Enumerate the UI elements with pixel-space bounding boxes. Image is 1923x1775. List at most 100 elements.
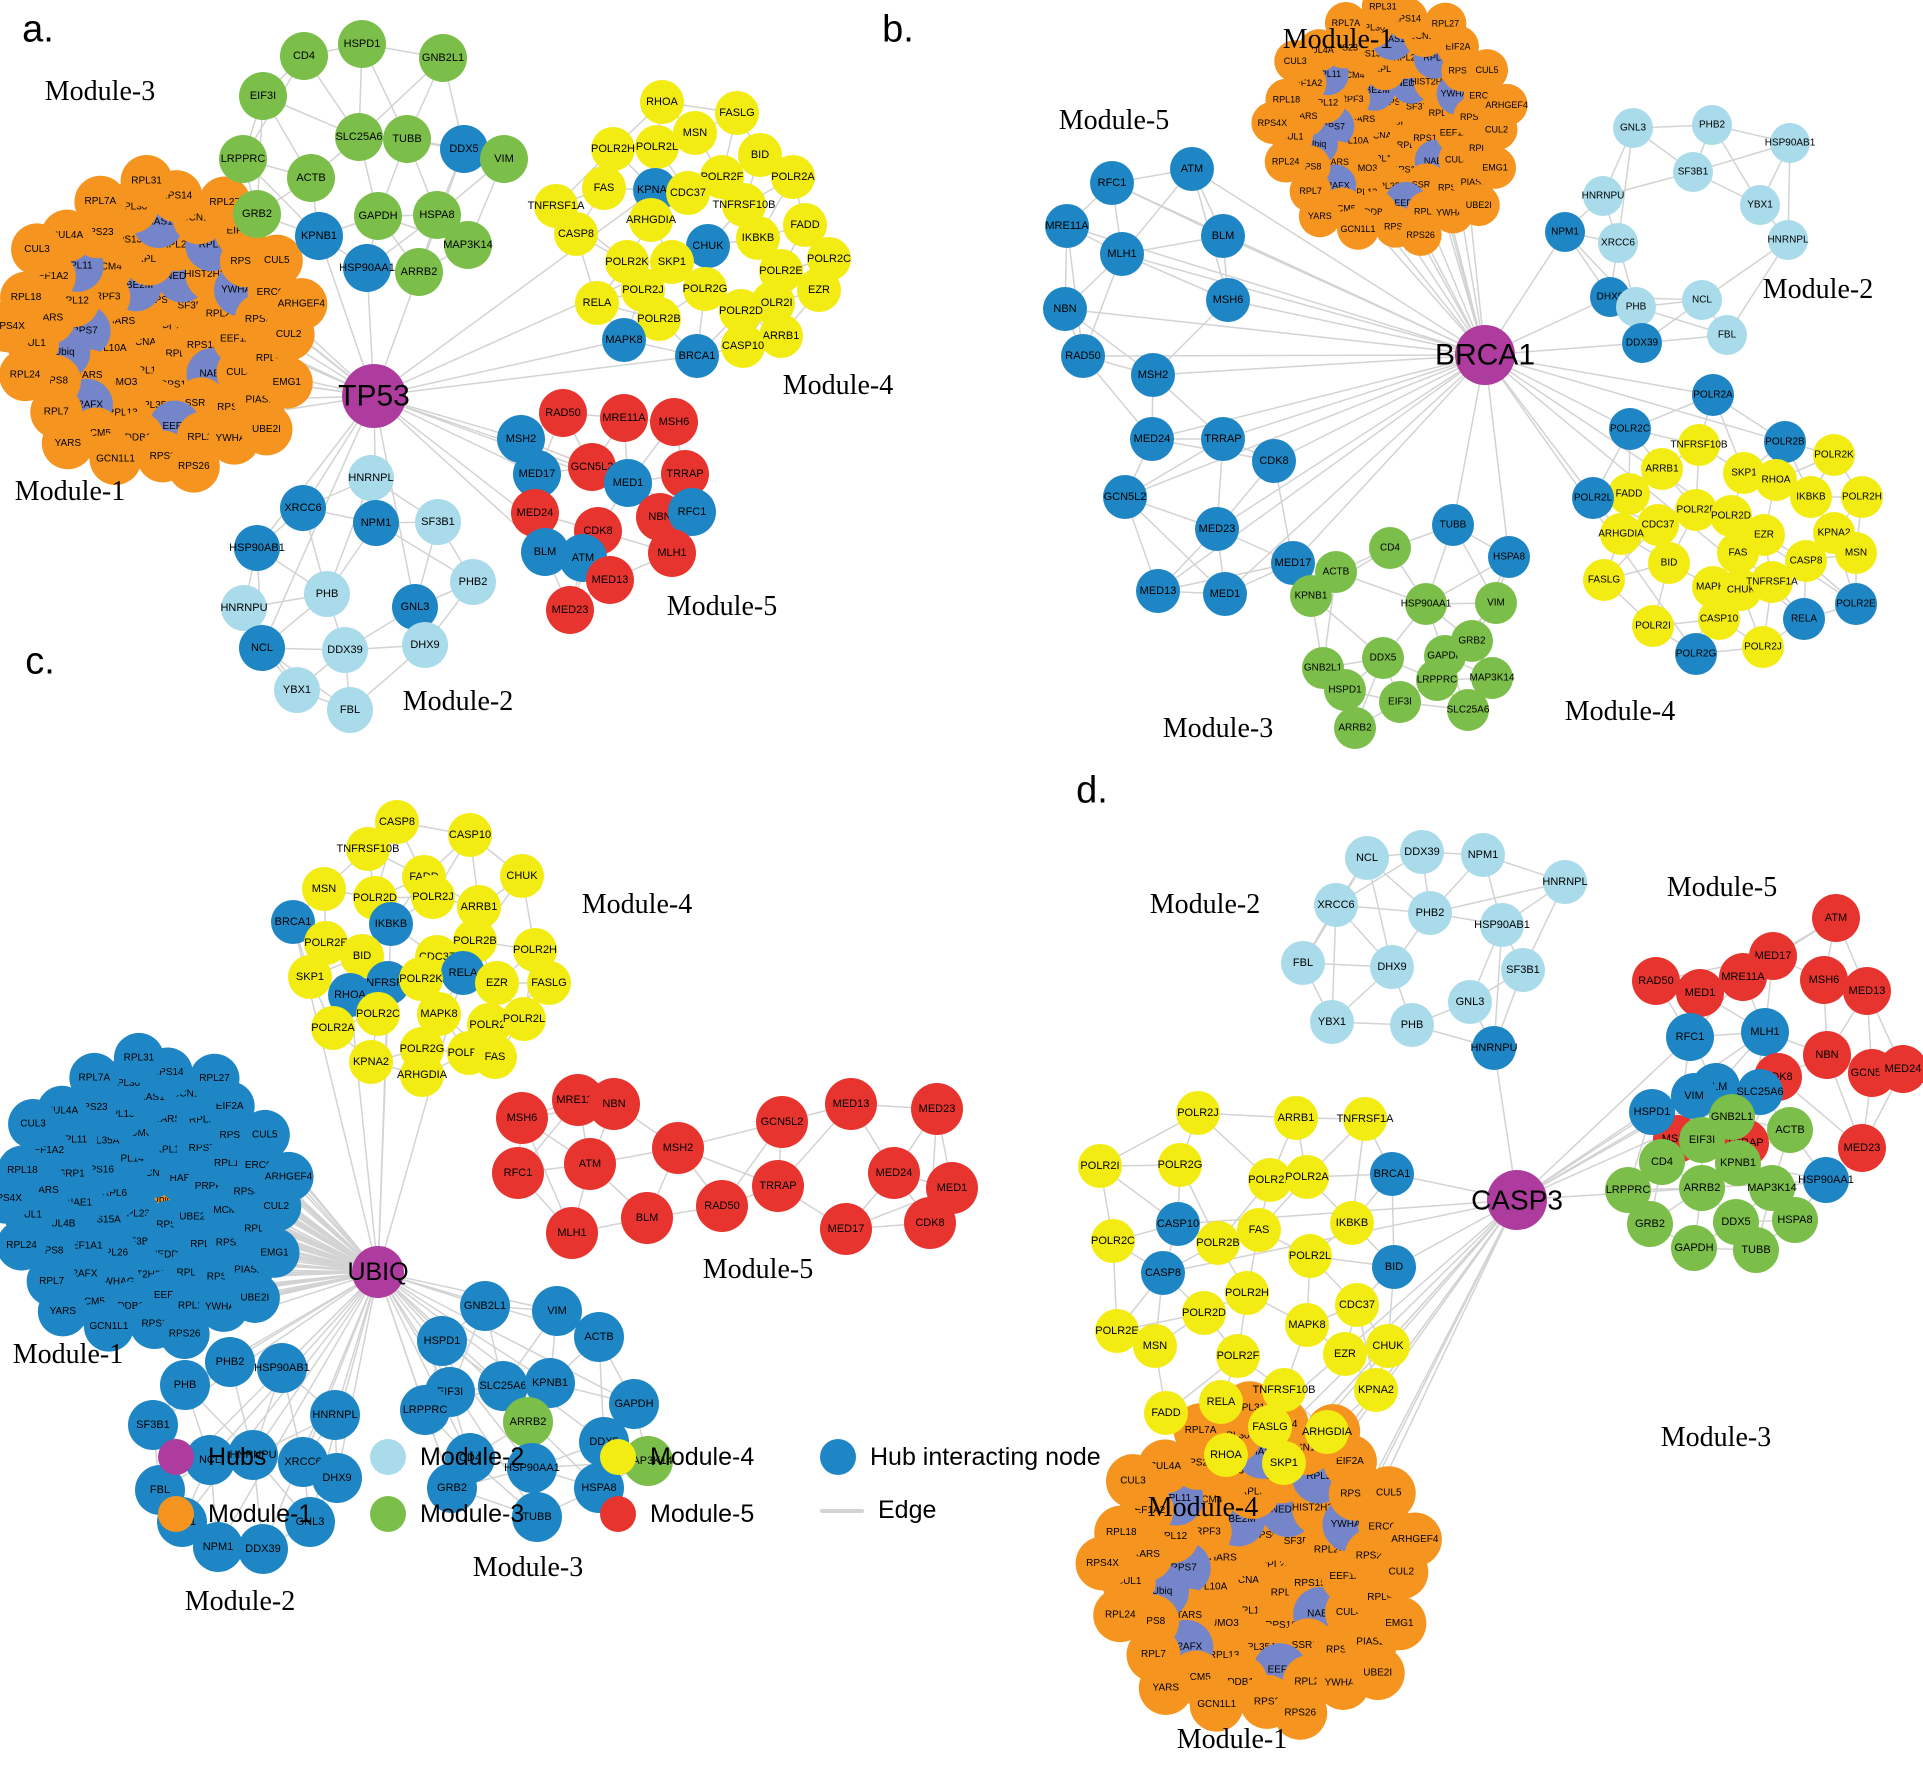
- node-RAD50[interactable]: [539, 389, 587, 437]
- node-CUL3[interactable]: [8, 1099, 59, 1150]
- node-DDX5[interactable]: [1362, 637, 1404, 679]
- node-CHUK[interactable]: [1366, 1324, 1410, 1368]
- node-RFC1[interactable]: [492, 1147, 544, 1199]
- node-GRB2[interactable]: [1451, 620, 1493, 662]
- node-ARHGEF4[interactable]: [1387, 1512, 1442, 1567]
- node-FBL[interactable]: [327, 687, 373, 733]
- node-POLR2H[interactable]: [1225, 1271, 1269, 1315]
- node-FADD[interactable]: [783, 203, 827, 247]
- node-HSP90AA1[interactable]: [507, 1443, 557, 1493]
- node-EMG1[interactable]: [1474, 146, 1517, 189]
- node-MSH6[interactable]: [1800, 956, 1848, 1004]
- node-SLC25A6[interactable]: [335, 113, 383, 161]
- node-POLR2H[interactable]: [513, 928, 557, 972]
- node-RPL24[interactable]: [0, 1220, 47, 1271]
- node-POLR2C[interactable]: [356, 992, 400, 1036]
- node-MSN[interactable]: [673, 111, 717, 155]
- node-CDK8[interactable]: [1252, 439, 1296, 483]
- node-POLR2C[interactable]: [1091, 1219, 1135, 1263]
- node-PHB2[interactable]: [1408, 891, 1452, 935]
- node-RPL31[interactable]: [1361, 0, 1404, 28]
- node-EZR[interactable]: [797, 268, 841, 312]
- node-SF3B1[interactable]: [415, 499, 461, 545]
- node-CUL3[interactable]: [11, 223, 64, 276]
- node-RFC1[interactable]: [1666, 1013, 1714, 1061]
- node-KPNB1[interactable]: [1290, 575, 1332, 617]
- node-POLR2K[interactable]: [1248, 1158, 1292, 1202]
- hub-node-CASP3[interactable]: [1487, 1170, 1547, 1230]
- node-CD4[interactable]: [280, 32, 328, 80]
- node-LRPPRC[interactable]: [1605, 1167, 1651, 1213]
- node-HSP90AB1[interactable]: [1770, 123, 1810, 163]
- node-MED1[interactable]: [1676, 969, 1724, 1017]
- node-CDC37[interactable]: [1335, 1283, 1379, 1327]
- node-MED13[interactable]: [825, 1078, 877, 1130]
- node-POLR2B[interactable]: [1764, 421, 1806, 463]
- node-RHOA[interactable]: [1204, 1433, 1248, 1477]
- node-PHB2[interactable]: [1692, 105, 1732, 145]
- node-BRCA1[interactable]: [271, 900, 315, 944]
- node-DHX9[interactable]: [402, 622, 448, 668]
- node-MAP3K14[interactable]: [1471, 657, 1513, 699]
- node-ARRB1[interactable]: [1274, 1096, 1318, 1140]
- node-BRCA1[interactable]: [1370, 1152, 1414, 1196]
- node-RAD50[interactable]: [1061, 334, 1105, 378]
- node-PHB[interactable]: [160, 1360, 210, 1410]
- node-BID[interactable]: [738, 133, 782, 177]
- node-RPS26[interactable]: [1273, 1685, 1328, 1740]
- node-GCN1L1[interactable]: [1189, 1677, 1244, 1732]
- node-TNFRSF1A[interactable]: [1343, 1097, 1387, 1141]
- node-POLR2D[interactable]: [1710, 495, 1752, 537]
- node-XRCC6[interactable]: [1314, 883, 1358, 927]
- node-DDX39[interactable]: [1400, 830, 1444, 874]
- node-BLM[interactable]: [521, 528, 569, 576]
- node-FASLG[interactable]: [1248, 1405, 1292, 1449]
- node-GNL3[interactable]: [392, 584, 438, 630]
- node-POLR2D[interactable]: [719, 289, 763, 333]
- node-KPNB1[interactable]: [1715, 1140, 1761, 1186]
- node-GNB2L1[interactable]: [460, 1281, 510, 1331]
- node-TUBB[interactable]: [1733, 1227, 1779, 1273]
- node-TNFRSF10B[interactable]: [346, 827, 390, 871]
- node-YARS[interactable]: [1298, 195, 1341, 238]
- node-MED13[interactable]: [586, 556, 634, 604]
- node-NBN[interactable]: [1803, 1031, 1851, 1079]
- node-RELA[interactable]: [575, 281, 619, 325]
- node-RPS4X[interactable]: [0, 1173, 31, 1224]
- node-KPNA2[interactable]: [1354, 1368, 1398, 1412]
- node-DDX5[interactable]: [440, 125, 488, 173]
- node-CDK8[interactable]: [904, 1197, 956, 1249]
- node-TUBB[interactable]: [512, 1492, 562, 1542]
- node-POLR2D[interactable]: [1182, 1291, 1226, 1335]
- node-NPM1[interactable]: [193, 1522, 243, 1572]
- node-FBL[interactable]: [1281, 941, 1325, 985]
- node-PHB[interactable]: [1616, 287, 1656, 327]
- node-SKP1[interactable]: [650, 240, 694, 284]
- node-MRE11A[interactable]: [1045, 204, 1089, 248]
- node-IKBKB[interactable]: [1330, 1201, 1374, 1245]
- node-RPL24[interactable]: [1093, 1588, 1148, 1643]
- node-ARRB1[interactable]: [759, 314, 803, 358]
- node-CASP8[interactable]: [554, 212, 598, 256]
- node-GCN1L1[interactable]: [83, 1301, 134, 1352]
- node-EIF3I[interactable]: [1379, 681, 1421, 723]
- node-GRB2[interactable]: [427, 1463, 477, 1513]
- node-ARHGEF4[interactable]: [263, 1151, 314, 1202]
- node-MED23[interactable]: [911, 1083, 963, 1135]
- node-POLR2L[interactable]: [1572, 477, 1614, 519]
- node-BID[interactable]: [1648, 542, 1690, 584]
- node-CUL3[interactable]: [1274, 40, 1317, 83]
- node-EZR[interactable]: [475, 961, 519, 1005]
- node-POLR2J[interactable]: [411, 875, 455, 919]
- node-UBE2I[interactable]: [229, 1272, 280, 1323]
- node-HSPD1[interactable]: [338, 20, 386, 68]
- node-EIF3I[interactable]: [239, 72, 287, 120]
- node-NCL[interactable]: [239, 625, 285, 671]
- node-GNL3[interactable]: [1613, 108, 1653, 148]
- node-CDC37[interactable]: [666, 171, 710, 215]
- node-RPL7A[interactable]: [1324, 1, 1367, 44]
- node-EMG1[interactable]: [260, 356, 313, 409]
- node-DDX39[interactable]: [238, 1524, 288, 1574]
- node-POLR2L[interactable]: [1288, 1234, 1332, 1278]
- node-RPL24[interactable]: [0, 349, 52, 402]
